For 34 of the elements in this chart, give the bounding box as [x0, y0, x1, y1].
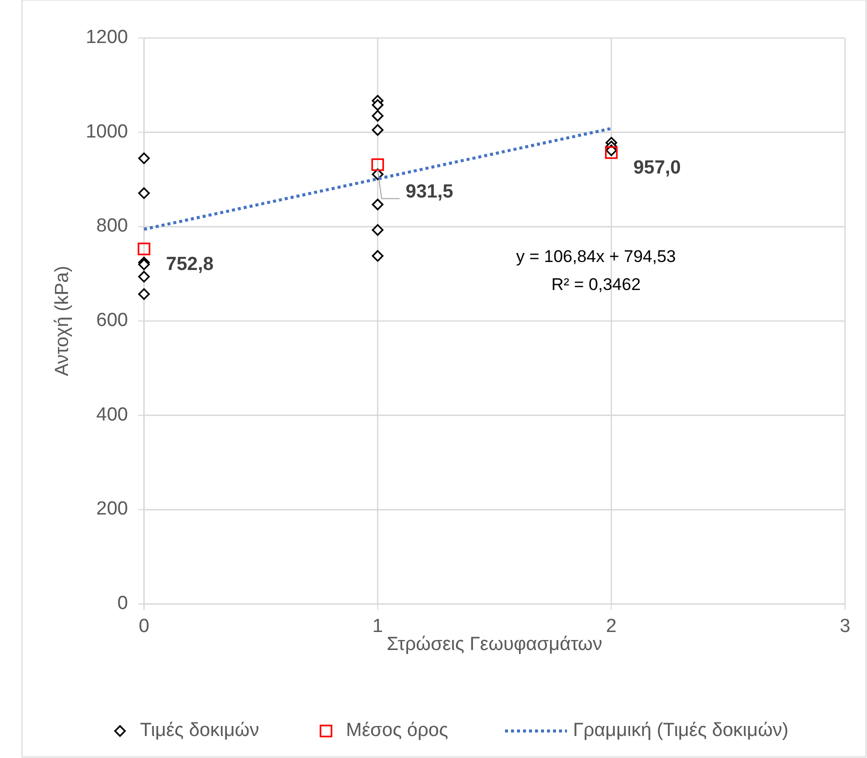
- point: [138, 270, 150, 282]
- legend-label: Γραμμική (Τιμές δοκιμών): [573, 720, 788, 742]
- point: [372, 198, 384, 210]
- point: [138, 288, 150, 300]
- point: [372, 250, 384, 262]
- data-label: 752,8: [166, 254, 214, 275]
- point: [138, 187, 150, 199]
- y-tick-label: 1000: [86, 121, 128, 142]
- point: [372, 124, 384, 136]
- point: [372, 99, 384, 111]
- y-tick-label: 0: [117, 593, 128, 614]
- legend-label: Μέσος όρος: [346, 720, 448, 742]
- x-tick-label: 0: [138, 616, 150, 637]
- y-tick-label: 200: [96, 498, 128, 520]
- x-axis-title: Στρώσεις Γεωυφασμάτων: [386, 634, 602, 655]
- y-tick-label: 1200: [86, 27, 128, 48]
- point: [372, 110, 384, 122]
- annotation: R² = 0,3462: [551, 275, 641, 294]
- x-tick-label: 3: [840, 616, 850, 637]
- y-axis-title: Αντοχή (kPa): [52, 266, 73, 376]
- data-label: 957,0: [633, 158, 681, 179]
- point: [138, 152, 150, 164]
- legend-label: Τιμές δοκιμών: [140, 720, 260, 742]
- y-tick-label: 600: [96, 310, 128, 332]
- point: [371, 158, 384, 171]
- y-tick-label: 400: [96, 404, 128, 426]
- point: [372, 224, 384, 236]
- y-tick-label: 800: [96, 216, 128, 237]
- x-tick-label: 1: [372, 616, 383, 637]
- point: [605, 146, 618, 159]
- data-label: 931,5: [406, 182, 454, 203]
- point: [138, 242, 150, 256]
- annotation: y = 106,84x + 794,53: [516, 247, 676, 266]
- x-tick-label: 2: [606, 616, 617, 637]
